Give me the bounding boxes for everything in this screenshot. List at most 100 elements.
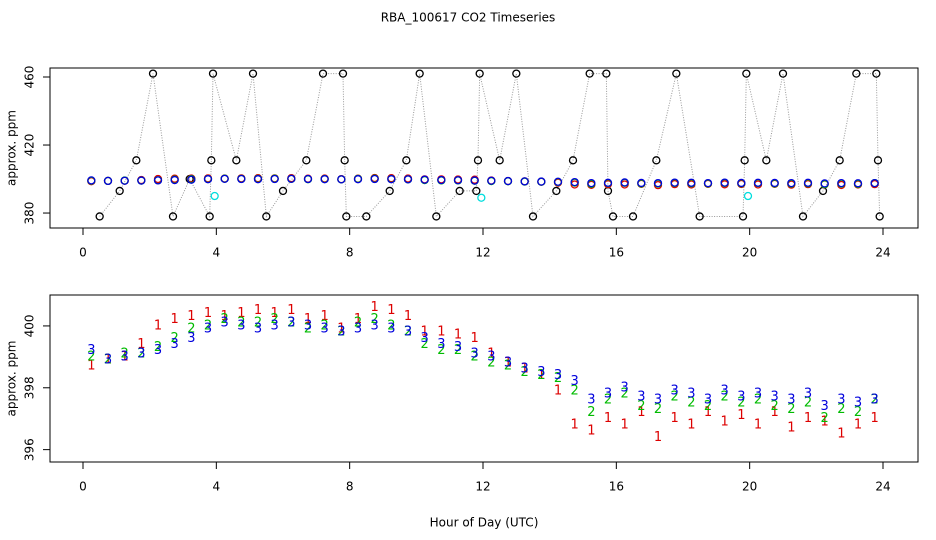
point (787, 178, 796, 188)
point: 2 (271, 312, 279, 327)
point (220, 174, 229, 184)
point: 1 (137, 337, 145, 352)
point: 3 (487, 349, 495, 364)
point: 3 (437, 337, 445, 352)
point (455, 186, 464, 196)
point: 2 (121, 346, 129, 361)
point: 3 (821, 399, 829, 414)
point: 1 (337, 322, 345, 337)
point (342, 212, 351, 221)
point (237, 174, 246, 184)
point (320, 175, 329, 184)
point (687, 178, 696, 187)
x-tick-label: 12 (475, 480, 490, 494)
x-axis-label: Hour of Day (UTC) (430, 516, 539, 530)
point: 2 (421, 337, 429, 352)
point: 1 (821, 414, 829, 429)
point: 2 (771, 399, 779, 414)
y-tick-label: 400 (23, 314, 37, 337)
point: 2 (654, 402, 662, 417)
point: 2 (804, 396, 812, 411)
y-tick-label: 398 (23, 376, 37, 399)
point: 2 (321, 318, 329, 333)
point (487, 176, 496, 185)
point: 2 (571, 383, 579, 398)
point (120, 176, 129, 185)
point (672, 69, 681, 78)
point (168, 212, 178, 221)
point: 3 (154, 343, 162, 358)
point (475, 69, 484, 78)
x-tick-label: 16 (609, 480, 624, 494)
point (207, 156, 216, 165)
point: 2 (404, 325, 412, 340)
point: 1 (854, 417, 862, 432)
point (568, 156, 578, 165)
point: 1 (421, 325, 429, 340)
y-axis-label: approx. ppm (5, 341, 19, 417)
point: 1 (587, 424, 595, 439)
point: 1 (437, 325, 445, 340)
point: 1 (537, 368, 545, 383)
point (477, 193, 486, 202)
point (153, 176, 163, 185)
point: 3 (137, 346, 145, 361)
point (872, 69, 881, 78)
point: 3 (237, 318, 245, 333)
point (403, 175, 413, 184)
point (720, 178, 729, 187)
point (253, 175, 263, 184)
point (337, 175, 346, 184)
point: 3 (87, 343, 95, 358)
point: 2 (371, 312, 379, 327)
point (338, 69, 348, 78)
point: 2 (671, 390, 679, 405)
point: 1 (304, 312, 312, 327)
point (803, 178, 813, 187)
point: 1 (687, 417, 695, 432)
plot-frame (49, 67, 919, 229)
point (262, 212, 271, 221)
point (232, 156, 241, 165)
point: 3 (721, 383, 729, 398)
point: 2 (704, 399, 712, 414)
point: 2 (187, 322, 195, 337)
point: 3 (471, 346, 479, 361)
series-line (99, 73, 881, 219)
point: 2 (537, 368, 545, 383)
point (520, 177, 529, 186)
point (270, 174, 279, 184)
x-tick-label: 4 (213, 246, 221, 260)
point: 1 (287, 303, 295, 318)
y-tick-label: 420 (23, 134, 37, 157)
point: 3 (454, 340, 462, 355)
point: 3 (271, 318, 279, 333)
point (873, 156, 883, 165)
point: 1 (787, 420, 795, 435)
point (620, 178, 629, 187)
y-tick-label: 396 (23, 438, 37, 461)
point (852, 69, 861, 78)
point: 1 (471, 331, 479, 346)
point: 2 (154, 340, 162, 355)
point (875, 212, 884, 221)
point: 3 (321, 322, 329, 337)
point (753, 178, 763, 187)
point: 1 (154, 318, 162, 333)
point: 3 (387, 322, 395, 337)
point (553, 177, 563, 186)
point (187, 175, 196, 184)
point: 1 (237, 306, 245, 321)
point: 3 (621, 380, 629, 395)
point: 2 (821, 411, 829, 426)
point: 3 (737, 390, 745, 405)
point: 3 (837, 393, 845, 408)
point (370, 174, 379, 184)
point (87, 176, 96, 185)
point (415, 69, 424, 78)
point: 3 (171, 337, 179, 352)
point (835, 156, 844, 165)
point: 2 (471, 349, 479, 364)
point: 3 (704, 393, 712, 408)
